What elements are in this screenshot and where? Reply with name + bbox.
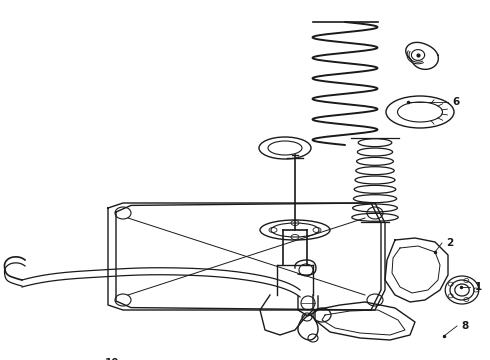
Text: 2: 2: [446, 238, 454, 248]
Text: 8: 8: [462, 321, 468, 331]
Text: 10: 10: [105, 358, 119, 360]
Text: 6: 6: [452, 97, 460, 107]
Ellipse shape: [260, 220, 330, 240]
Text: 1: 1: [474, 282, 482, 292]
